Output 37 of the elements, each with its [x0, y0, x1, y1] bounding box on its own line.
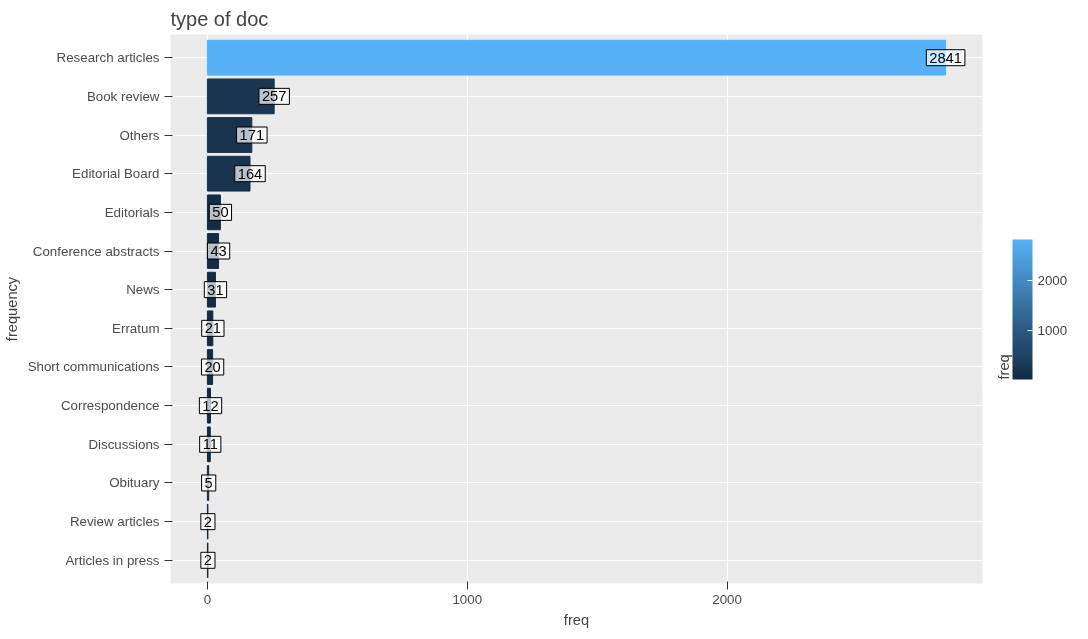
y-tick-label: Review articles: [69, 514, 160, 530]
y-tick-label: Editorial Board: [72, 166, 160, 182]
y-tick-label: Articles in press: [65, 552, 160, 568]
y-tick-label: News: [126, 282, 160, 298]
x-tick-label: 0: [203, 591, 212, 607]
x-tick-label: 2000: [712, 591, 742, 607]
data-label: 11: [202, 436, 218, 453]
x-tick-label: 1000: [452, 591, 483, 607]
y-tick-label: Erratum: [112, 320, 160, 336]
data-label: 2: [203, 552, 212, 569]
data-label: 257: [261, 88, 287, 105]
color-bar-title: freq: [995, 354, 1012, 380]
data-label: 164: [237, 165, 263, 182]
data-label: 2: [203, 513, 212, 530]
data-label: 2841: [929, 49, 962, 66]
data-label: 43: [210, 243, 227, 260]
x-axis-title: freq: [563, 611, 590, 628]
chart-title: type of doc: [170, 7, 269, 30]
y-tick-label: Book review: [86, 88, 160, 104]
data-label: 31: [207, 281, 224, 298]
y-tick-label: Short communications: [27, 359, 160, 375]
y-tick-label: Discussions: [88, 436, 160, 452]
data-label: 50: [212, 204, 229, 221]
data-label: 20: [204, 358, 221, 375]
data-label: 171: [239, 127, 265, 144]
y-tick-label: Correspondence: [60, 398, 160, 414]
data-label: 5: [204, 474, 213, 491]
y-tick-label: Editorials: [104, 204, 160, 220]
data-label: 12: [202, 397, 219, 414]
y-tick-label: Others: [119, 127, 160, 143]
data-label: 21: [204, 320, 222, 337]
y-tick-label: Research articles: [56, 50, 160, 66]
y-tick-label: Obituary: [109, 475, 160, 491]
color-bar-label: 2000: [1037, 273, 1068, 289]
y-tick-label: Conference abstracts: [32, 243, 160, 259]
color-bar-label: 1000: [1037, 322, 1068, 338]
y-axis-title: frequency: [3, 276, 20, 342]
